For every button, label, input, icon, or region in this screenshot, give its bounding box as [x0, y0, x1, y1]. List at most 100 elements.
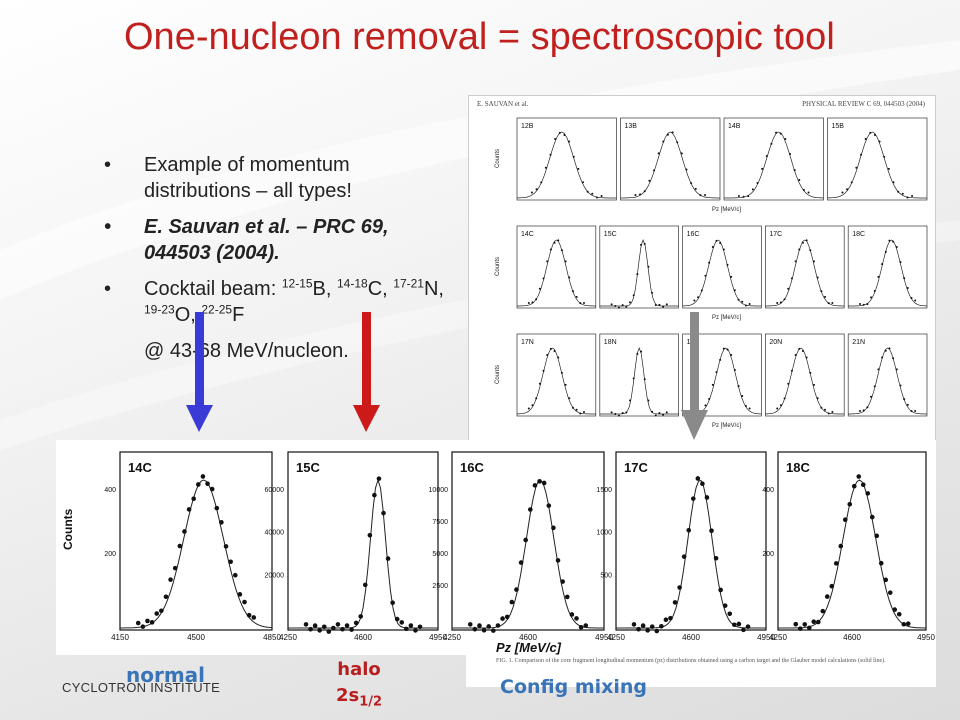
- carbon-data-point: [833, 561, 839, 566]
- journal-data-point: [614, 412, 617, 415]
- carbon-x-tick: 4600: [682, 633, 700, 642]
- carbon-data-point: [690, 496, 696, 501]
- journal-data-point: [535, 298, 538, 301]
- journal-data-point: [802, 189, 805, 192]
- journal-data-point: [680, 152, 683, 155]
- journal-data-point: [690, 182, 693, 185]
- carbon-data-point: [681, 554, 687, 559]
- journal-data-point: [572, 155, 575, 158]
- journal-data-point: [870, 296, 873, 299]
- carbon-data-point: [242, 599, 247, 605]
- journal-data-point: [751, 188, 754, 191]
- journal-panel-label: 20N: [769, 339, 782, 346]
- journal-data-point: [784, 138, 787, 141]
- journal-data-point: [676, 141, 679, 144]
- carbon-data-point: [560, 579, 565, 584]
- journal-data-point: [881, 263, 884, 266]
- journal-data-point: [564, 383, 567, 386]
- journal-data-point: [557, 239, 560, 242]
- carbon-data-point: [564, 594, 570, 600]
- journal-data-point: [568, 140, 571, 143]
- journal-data-point: [741, 395, 744, 398]
- journal-data-point: [779, 132, 782, 135]
- carbon-data-point: [878, 560, 884, 566]
- journal-fit-curve: [765, 347, 845, 415]
- journal-data-point: [726, 263, 729, 266]
- carbon-data-point: [172, 565, 178, 571]
- carbon-data-point: [196, 482, 201, 487]
- journal-data-point: [877, 368, 880, 371]
- journal-data-point: [636, 273, 639, 276]
- carbon-data-point: [223, 544, 229, 549]
- journal-panel-label: 18C: [852, 231, 865, 238]
- carbon-data-point: [344, 623, 350, 628]
- journal-data-point: [671, 131, 674, 134]
- figure-caption: FIG. 1. Comparison of the core fragment …: [496, 658, 886, 664]
- journal-data-point: [831, 302, 834, 305]
- journal-data-point: [779, 404, 782, 407]
- journal-fit-curve: [682, 239, 762, 307]
- carbon-panel-frame: [615, 451, 767, 631]
- journal-panel: [516, 117, 617, 201]
- journal-data-point: [540, 181, 543, 184]
- journal-data-point: [699, 194, 702, 197]
- journal-data-point: [617, 414, 620, 417]
- journal-data-point: [546, 260, 549, 263]
- carbon-data-point: [860, 482, 866, 488]
- carbon-data-point: [481, 627, 487, 633]
- journal-data-point: [794, 354, 797, 357]
- journal-data-point: [571, 290, 574, 293]
- journal-data-point: [632, 294, 635, 297]
- carbon-data-point: [713, 555, 719, 561]
- journal-data-point: [895, 246, 898, 249]
- carbon-x-tick: 4600: [354, 633, 372, 642]
- journal-axis-label: Pz [MeV/c]: [712, 423, 741, 429]
- journal-data-point: [877, 275, 880, 278]
- carbon-data-point: [168, 577, 173, 582]
- carbon-data-point: [518, 560, 524, 565]
- carbon-y-tick: 5000: [432, 551, 448, 558]
- carbon-data-point: [362, 582, 368, 588]
- carbon-data-point: [353, 620, 359, 626]
- carbon-y-tick: 60000: [265, 487, 285, 494]
- carbon-data-point: [200, 474, 206, 479]
- carbon-data-point: [154, 611, 160, 616]
- journal-data-point: [571, 406, 574, 409]
- journal-data-point: [805, 239, 808, 242]
- carbon-data-point: [727, 611, 733, 617]
- journal-data-point: [614, 305, 617, 307]
- journal-data-point: [657, 152, 660, 155]
- journal-data-point: [859, 153, 862, 156]
- journal-data-point: [563, 134, 566, 137]
- carbon-data-point: [246, 612, 252, 618]
- journal-data-point: [770, 142, 773, 145]
- footer-institute: CYCLOTRON INSTITUTE: [62, 680, 221, 695]
- carbon-data-point: [209, 486, 215, 492]
- bullet-reference: E. Sauvan et al. – PRC 69, 044503 (2004)…: [104, 214, 444, 266]
- journal-data-point: [790, 369, 793, 372]
- journal-data-point: [553, 241, 556, 244]
- journal-data-point: [901, 192, 904, 195]
- journal-panel-label: 15C: [604, 231, 617, 238]
- journal-panel: [682, 225, 762, 309]
- journal-data-point: [748, 407, 751, 410]
- carbon-data-point: [636, 626, 641, 632]
- journal-data-point: [816, 397, 819, 400]
- journal-data-point: [855, 166, 858, 169]
- carbon-data-point: [472, 626, 478, 632]
- journal-data-point: [715, 239, 718, 242]
- journal-data-point: [722, 248, 725, 251]
- carbon-data-point: [331, 625, 336, 631]
- journal-data-point: [575, 295, 578, 298]
- journal-data-point: [789, 152, 792, 155]
- carbon-x-tick: 4500: [187, 633, 205, 642]
- carbon-data-point: [532, 483, 538, 488]
- carbon-y-tick: 200: [762, 551, 774, 558]
- journal-data-point: [914, 410, 917, 413]
- journal-data-point: [798, 179, 801, 182]
- journal-data-point: [744, 405, 747, 408]
- carbon-panel-label: 18C: [786, 460, 810, 475]
- journal-data-point: [737, 385, 740, 388]
- journal-data-point: [899, 384, 902, 387]
- carbon-data-point: [654, 628, 660, 634]
